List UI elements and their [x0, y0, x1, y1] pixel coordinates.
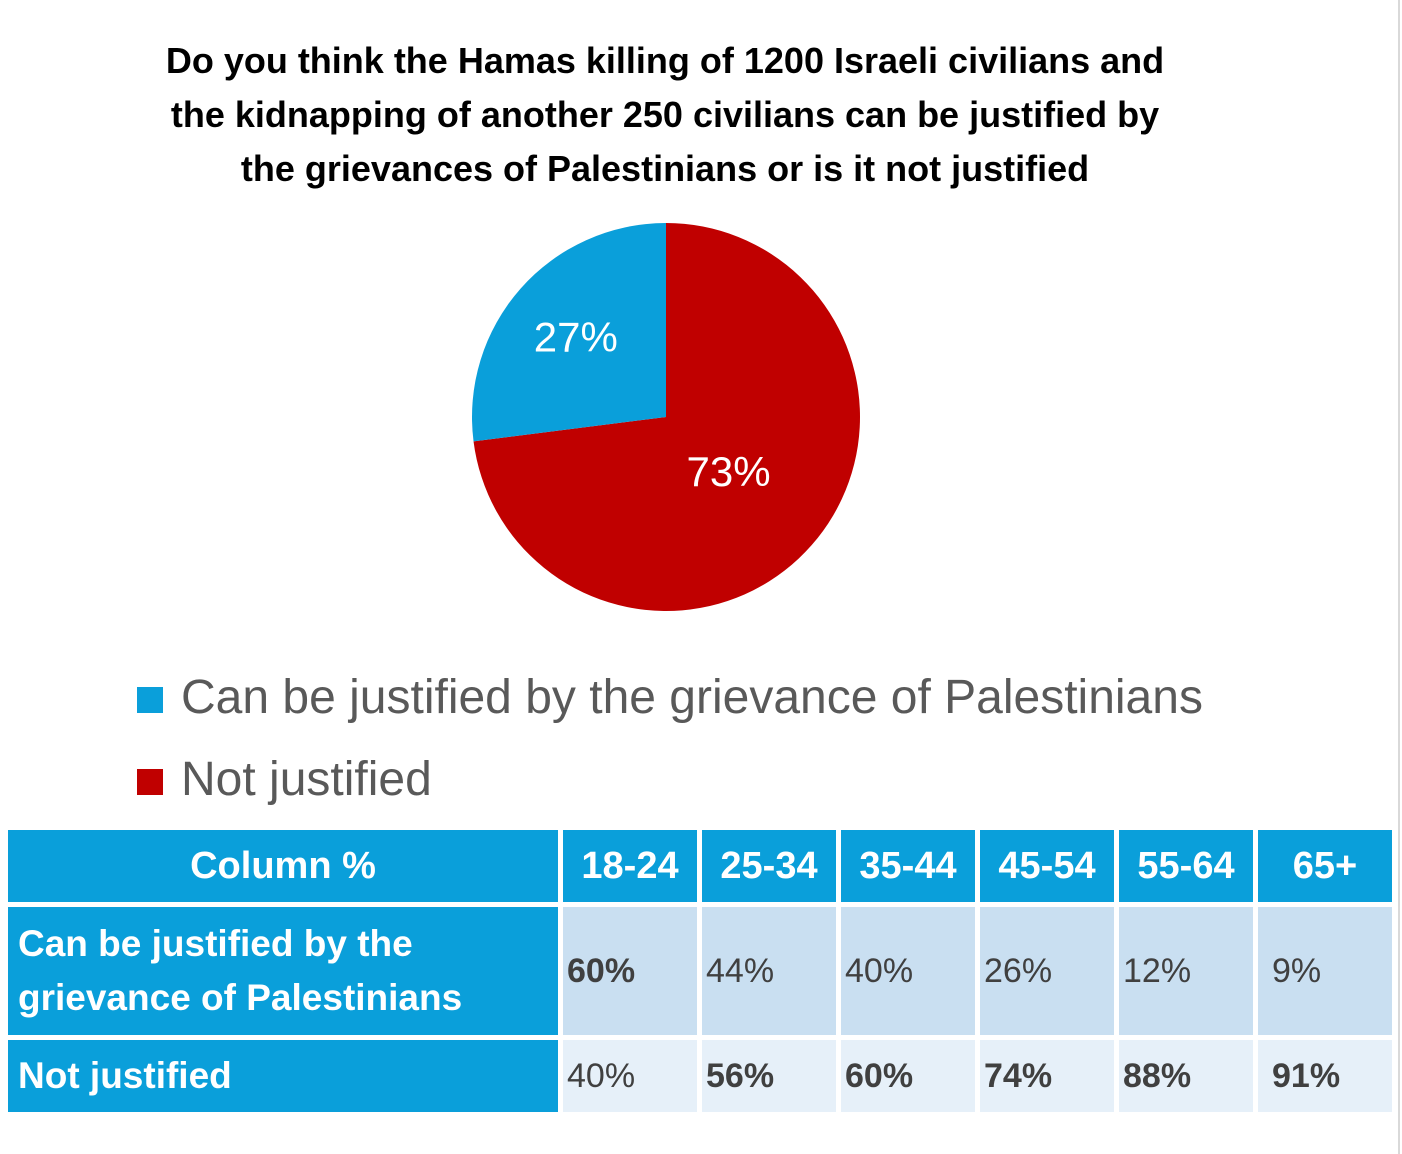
legend-swatch-justified [137, 687, 163, 713]
row-label-line: Not justified [18, 1055, 232, 1096]
table-cell: 60% [841, 1040, 975, 1112]
pie-slice-justified [472, 223, 666, 442]
legend-swatch-not-justified [137, 769, 163, 795]
legend-item-justified: Can be justified by the grievance of Pal… [137, 656, 1203, 738]
table-col-header: 65+ [1258, 830, 1392, 902]
table-row: Can be justified by the grievance of Pal… [8, 907, 1392, 1035]
chart-title-line-2: the kidnapping of another 250 civilians … [170, 94, 1160, 135]
table-cell: 44% [702, 907, 836, 1035]
legend: Can be justified by the grievance of Pal… [137, 656, 1203, 820]
table-cell: 56% [702, 1040, 836, 1112]
pie-chart: 27% 73% [472, 223, 860, 611]
table-cell: 12% [1119, 907, 1253, 1035]
table-col-header: 45-54 [980, 830, 1114, 902]
legend-label-justified: Can be justified by the grievance of Pal… [181, 670, 1203, 724]
table-col-header: 18-24 [563, 830, 697, 902]
table-row-label: Can be justified by the grievance of Pal… [8, 907, 558, 1035]
pie-label-not-justified: 73% [687, 448, 771, 495]
pie-label-justified: 27% [534, 313, 618, 360]
legend-item-not-justified: Not justified [137, 738, 1203, 820]
row-label-line: grievance of Palestinians [18, 977, 463, 1018]
table-row-label: Not justified [8, 1040, 558, 1112]
table-corner-header: Column % [8, 830, 558, 902]
table-row: Not justified 40% 56% 60% 74% 88% 91% [8, 1040, 1392, 1112]
table-cell: 40% [841, 907, 975, 1035]
table-cell: 26% [980, 907, 1114, 1035]
table-cell: 40% [563, 1040, 697, 1112]
chart-title: Do you think the Hamas killing of 1200 I… [100, 34, 1230, 196]
table-cell: 9% [1258, 907, 1392, 1035]
legend-label-not-justified: Not justified [181, 752, 432, 806]
table-header-row: Column % 18-24 25-34 35-44 45-54 55-64 6… [8, 830, 1392, 902]
age-breakdown-table: Column % 18-24 25-34 35-44 45-54 55-64 6… [3, 825, 1397, 1117]
table-cell: 88% [1119, 1040, 1253, 1112]
table-col-header: 55-64 [1119, 830, 1253, 902]
chart-title-line-3: the grievances of Palestinians or is it … [240, 148, 1090, 189]
row-label-line: Can be justified by the [18, 923, 413, 964]
pie-slice-not-justified [473, 223, 860, 611]
page-edge-line [1398, 0, 1400, 1154]
table-col-header: 25-34 [702, 830, 836, 902]
table-cell: 91% [1258, 1040, 1392, 1112]
table-cell: 60% [563, 907, 697, 1035]
table-col-header: 35-44 [841, 830, 975, 902]
table-cell: 74% [980, 1040, 1114, 1112]
chart-title-line-1: Do you think the Hamas killing of 1200 I… [165, 40, 1165, 81]
